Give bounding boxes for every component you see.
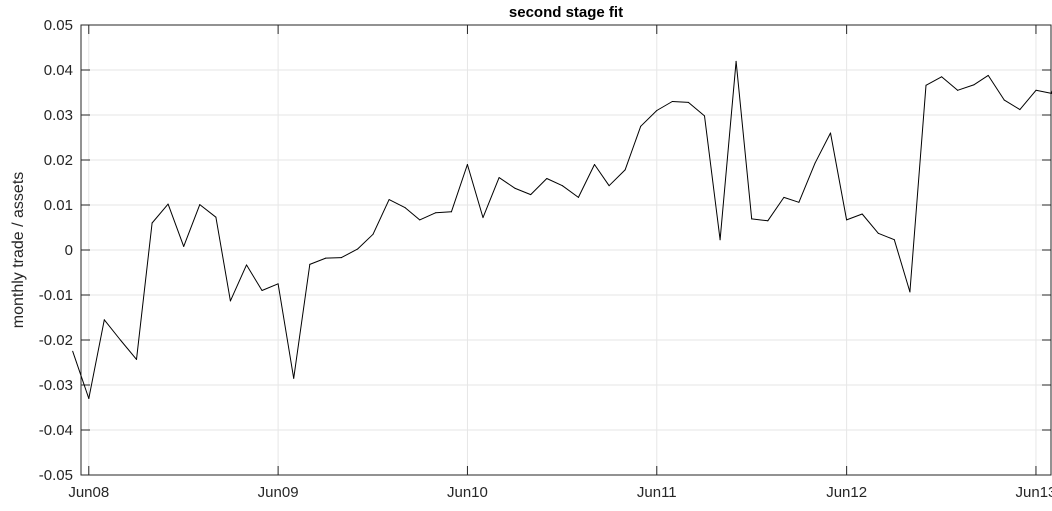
- series-line-segment: [877, 232, 895, 241]
- axes: -0.05 -0.04 -0.03 -0.02 -0.01 0 0.01 0.02 0.03 0.…: [39, 17, 1052, 501]
- series-line-segment: [846, 213, 863, 221]
- x-tick-label: Jun10: [447, 484, 488, 501]
- series-line-segment: [814, 132, 831, 164]
- series-line-segment: [767, 196, 785, 222]
- series-line-segment: [246, 264, 263, 291]
- series-line-segment: [577, 164, 595, 198]
- series-line-segment: [277, 283, 295, 379]
- series-line-segment: [325, 257, 342, 259]
- series-line-segment: [388, 199, 406, 209]
- y-tick-label: 0: [65, 242, 73, 259]
- series-line-segment: [435, 211, 452, 214]
- series-line-segment: [1003, 99, 1021, 111]
- y-tick-label: 0.05: [44, 17, 73, 34]
- y-tick-label: -0.04: [39, 422, 73, 439]
- y-tick-label: 0.03: [44, 107, 73, 124]
- series-line-segment: [88, 319, 105, 399]
- series-line-segment: [215, 216, 231, 302]
- series-line-segment: [704, 115, 721, 241]
- series-line-segment: [798, 162, 816, 203]
- series-line-segment: [229, 264, 247, 302]
- series-line-segment: [103, 319, 121, 341]
- series-line-segment: [941, 76, 959, 91]
- series-line-segment: [687, 101, 705, 117]
- series-line-segment: [419, 212, 437, 221]
- x-tick-label: Jun08: [68, 484, 109, 501]
- series-line-segment: [893, 239, 911, 293]
- series-line-segment: [340, 248, 358, 259]
- y-tick-label: -0.02: [39, 332, 73, 349]
- series-line-segment: [656, 101, 673, 111]
- y-tick-label: 0.02: [44, 152, 73, 169]
- series-line-segment: [309, 257, 327, 265]
- series-line-segment: [830, 132, 848, 221]
- series-line-segment: [119, 339, 137, 360]
- x-tick-label: Jun09: [258, 484, 299, 501]
- series-line-segment: [514, 187, 532, 196]
- series-line-segment: [719, 60, 737, 241]
- y-tick-label: -0.01: [39, 287, 73, 304]
- chart-title: second stage fit: [509, 4, 623, 21]
- series-line-segment: [357, 233, 374, 250]
- series-line-segment: [261, 283, 279, 291]
- series-line-segment: [183, 204, 201, 247]
- y-tick-label: -0.05: [39, 467, 73, 484]
- y-tick-label: 0.04: [44, 62, 73, 79]
- series-line-segment: [136, 222, 153, 360]
- series-line-segment: [482, 177, 500, 219]
- series-line-segment: [530, 178, 548, 196]
- series-line-segment: [861, 213, 879, 234]
- series-line-segment: [1019, 89, 1037, 111]
- series-line-segment: [293, 263, 311, 379]
- series-line-segment: [987, 74, 1005, 101]
- series-line-segment: [167, 203, 185, 247]
- series-line-segment: [561, 185, 579, 198]
- x-tick-label: Jun11: [637, 484, 677, 501]
- series-line-segment: [1035, 89, 1052, 94]
- y-tick-label: 0.01: [44, 197, 73, 214]
- series-line-segment: [404, 207, 421, 221]
- series-line-segment: [594, 164, 610, 187]
- series-line-segment: [640, 110, 658, 127]
- series-line-segment: [909, 84, 927, 293]
- series-line-segment: [624, 125, 642, 171]
- series-line-segment: [372, 199, 390, 235]
- x-tick-label: Jun12: [826, 484, 867, 501]
- series-line-segment: [783, 196, 800, 203]
- series-layer: [72, 60, 1052, 399]
- series-line-segment: [751, 218, 769, 222]
- series-line-segment: [450, 164, 468, 213]
- series-line-segment: [957, 84, 975, 91]
- series-line-segment: [735, 60, 753, 220]
- series-line-segment: [498, 177, 516, 189]
- series-line-segment: [973, 74, 989, 86]
- grid-lines: [81, 24, 1051, 476]
- series-line-segment: [466, 164, 484, 219]
- series-line-segment: [546, 178, 563, 187]
- x-tick-label: Jun13: [1016, 484, 1052, 501]
- series-line-segment: [199, 204, 217, 218]
- series-line-segment: [151, 203, 169, 224]
- series-line-segment: [925, 76, 943, 86]
- y-tick-label: -0.03: [39, 377, 73, 394]
- series-line-segment: [72, 350, 90, 399]
- series-line-segment: [608, 169, 626, 187]
- y-axis-label: monthly trade / assets: [10, 172, 27, 329]
- series-line-segment: [671, 101, 689, 103]
